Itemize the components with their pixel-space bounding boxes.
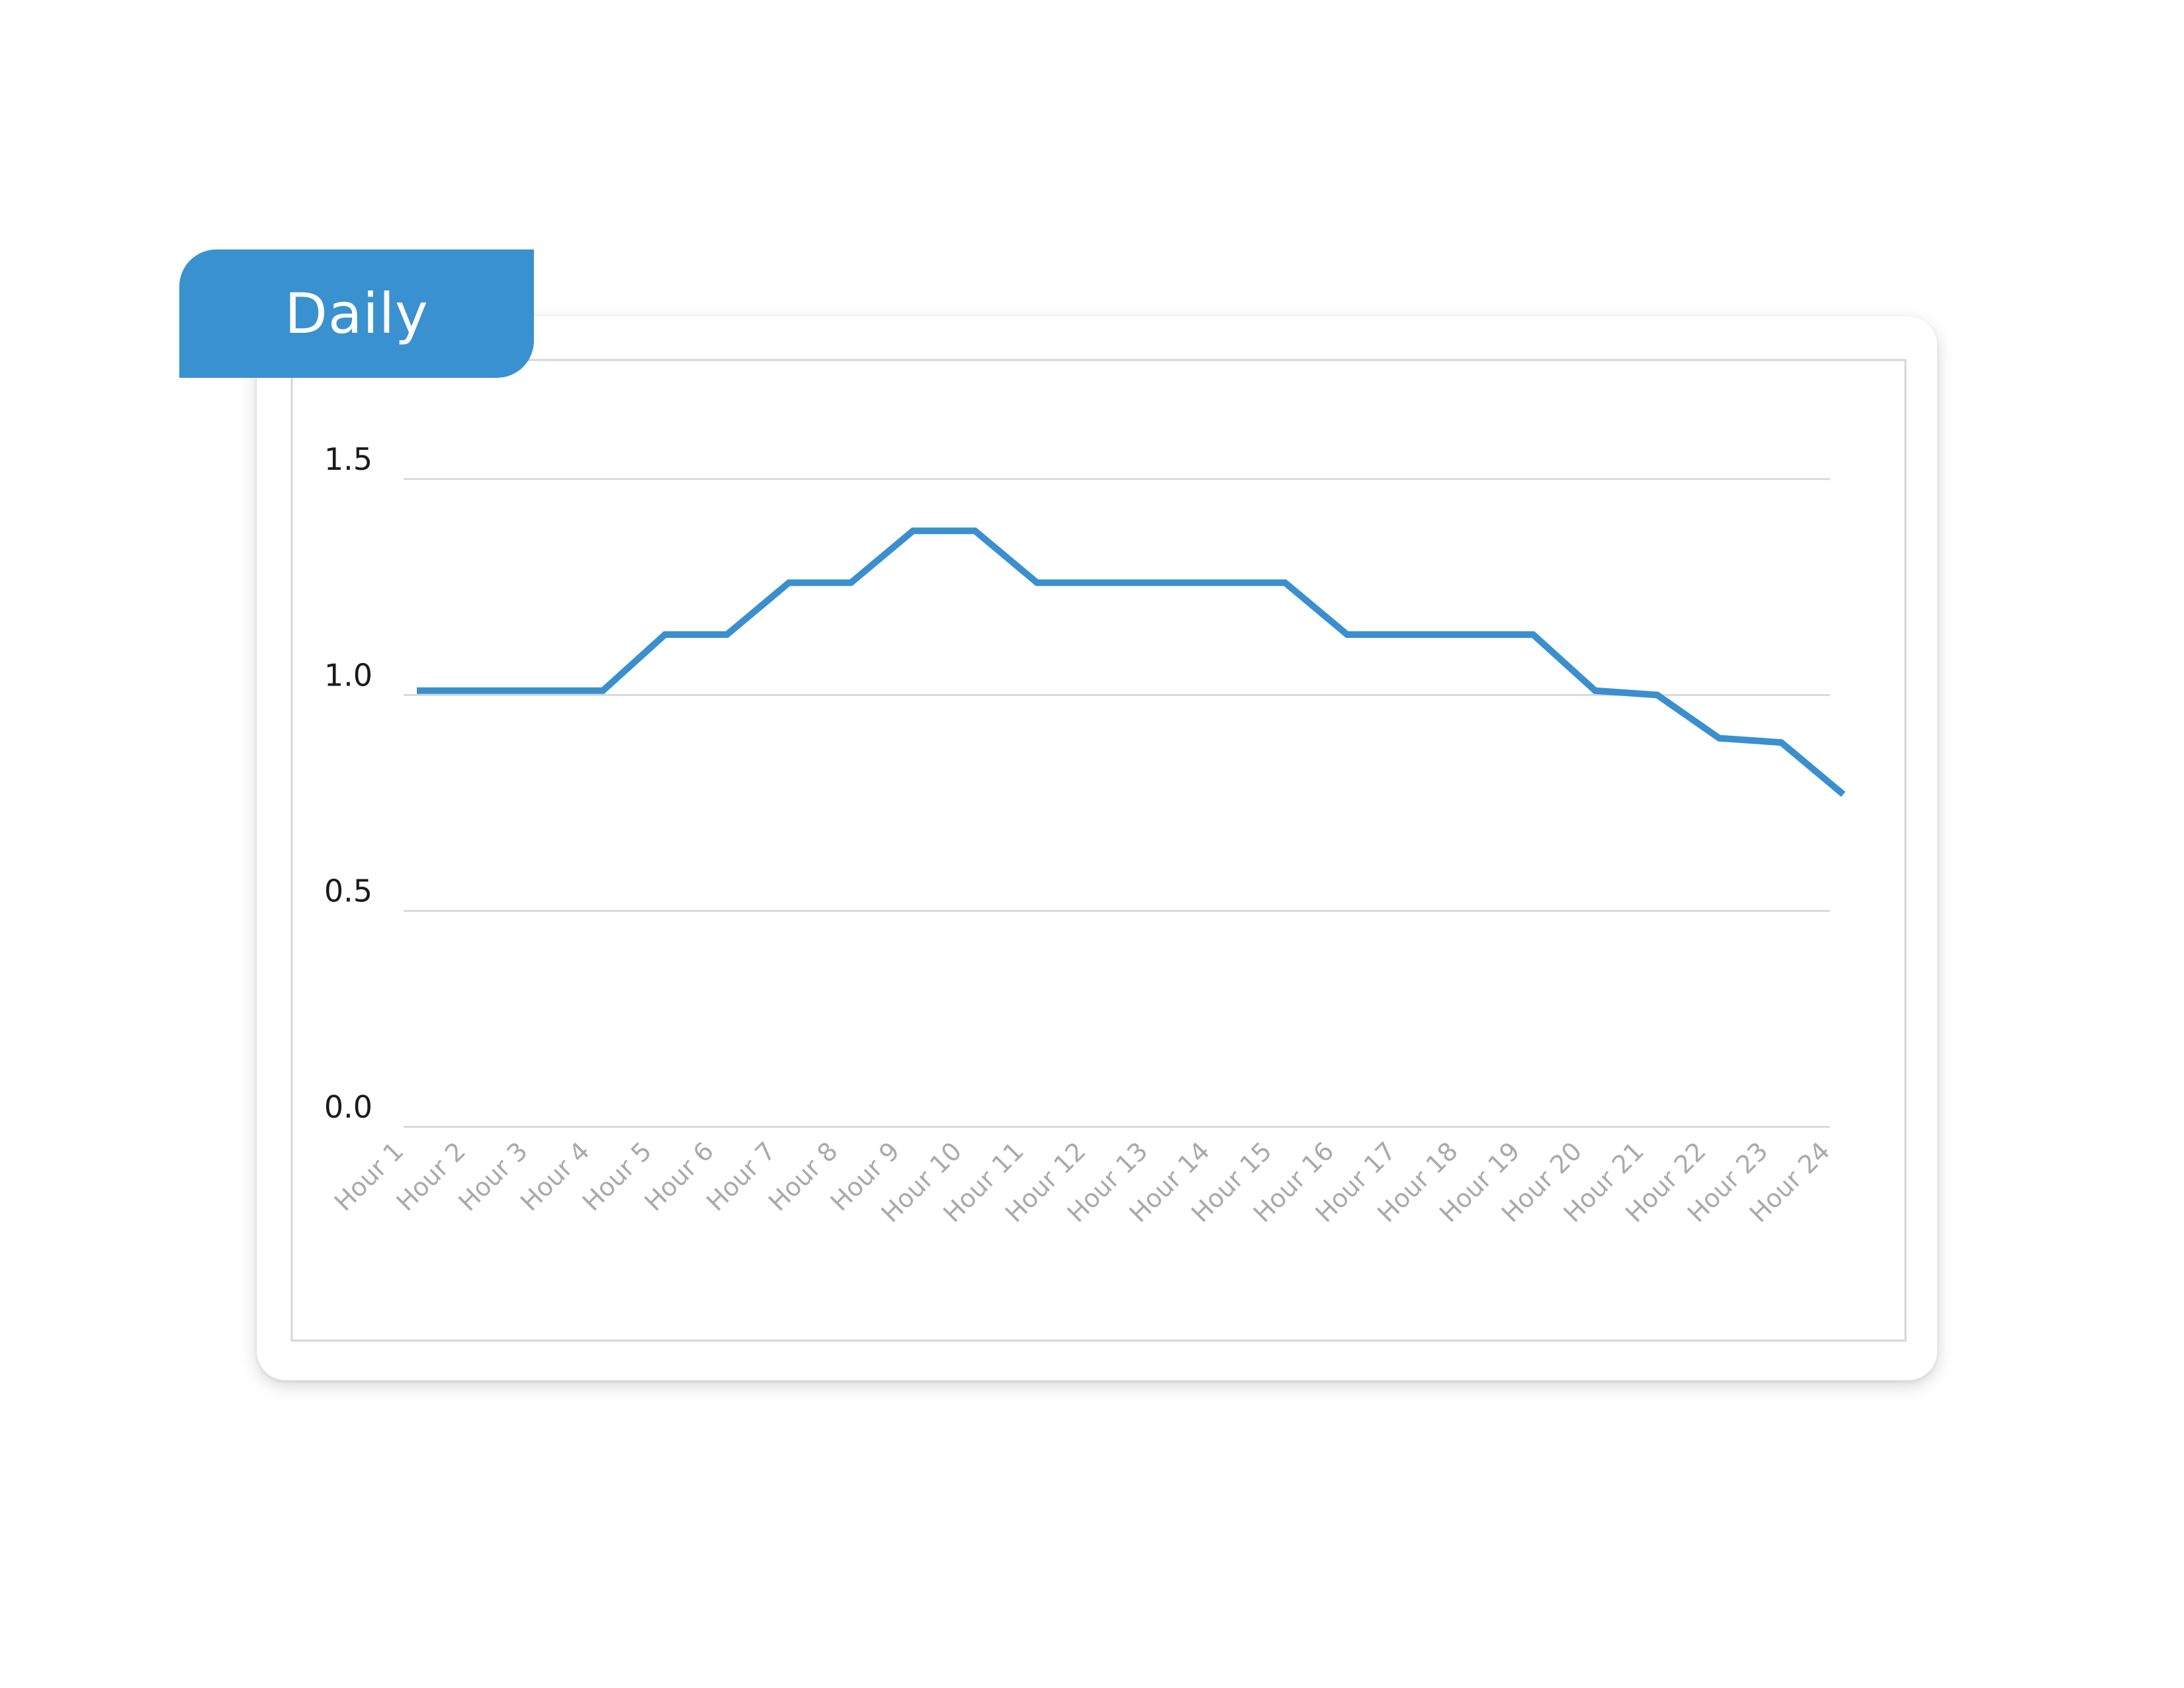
series-layer: [416, 527, 1846, 797]
x-tick-label: Hour 4: [515, 1136, 595, 1216]
y-tick-label: 1.5: [324, 441, 372, 477]
series-line: [417, 527, 1846, 797]
tab-daily-label: Daily: [284, 281, 429, 346]
x-tick-label: Hour 2: [391, 1136, 471, 1216]
plot-frame: [290, 359, 1907, 1342]
gridlines: [404, 478, 1830, 1128]
tab-daily[interactable]: Daily: [179, 249, 534, 378]
x-tick-label: Hour 1: [329, 1136, 409, 1216]
x-tick-label: Hour 6: [639, 1136, 719, 1216]
y-axis-ticks: 0.0 0.5 1.0 1.5: [324, 441, 372, 1125]
y-tick-label: 0.0: [324, 1089, 372, 1125]
chart-card: [257, 316, 1937, 1380]
y-tick-label: 1.0: [324, 657, 372, 693]
y-tick-label: 0.5: [324, 873, 372, 909]
x-tick-label: Hour 3: [453, 1136, 533, 1216]
x-tick-label: Hour 8: [763, 1136, 843, 1216]
x-tick-label: Hour 7: [701, 1136, 781, 1216]
x-tick-label: Hour 5: [577, 1136, 657, 1216]
